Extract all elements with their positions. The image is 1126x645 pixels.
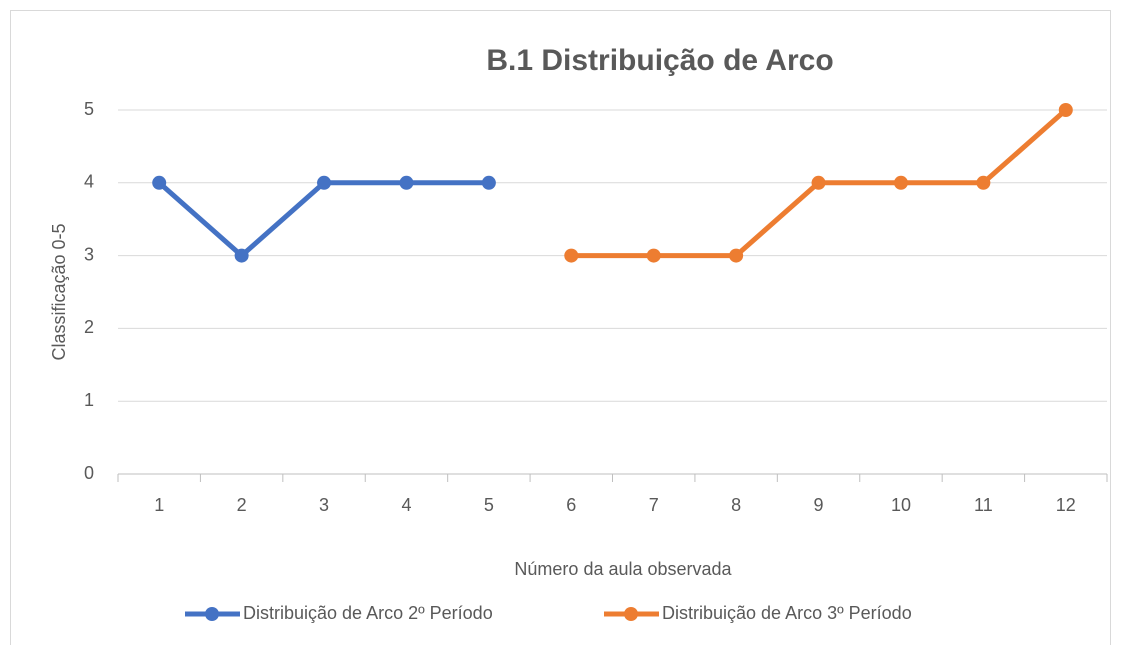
- legend-label: Distribuição de Arco 3º Período: [662, 603, 912, 623]
- data-point: [811, 175, 826, 190]
- x-tick-label: 3: [319, 495, 329, 515]
- x-tick-label: 9: [814, 495, 824, 515]
- data-point: [1058, 103, 1073, 117]
- x-tick-label: 4: [401, 495, 411, 515]
- y-tick-label: 2: [84, 317, 94, 337]
- x-tick-label: 8: [731, 495, 741, 515]
- data-point: [646, 248, 661, 263]
- y-tick-label: 4: [84, 172, 94, 192]
- data-point: [564, 248, 579, 263]
- data-point: [399, 175, 414, 190]
- data-point: [317, 175, 332, 190]
- data-point: [234, 248, 249, 263]
- data-point: [729, 248, 744, 263]
- x-tick-label: 11: [974, 495, 993, 515]
- x-tick-label: 7: [649, 495, 659, 515]
- x-tick-label: 5: [484, 495, 494, 515]
- data-point: [481, 175, 496, 190]
- x-tick-label: 1: [154, 495, 164, 515]
- x-tick-label: 2: [237, 495, 247, 515]
- data-point: [152, 175, 167, 190]
- data-point: [976, 175, 991, 190]
- y-tick-label: 0: [84, 463, 94, 483]
- chart-title: B.1 Distribuição de Arco: [486, 44, 833, 77]
- legend-marker: [624, 607, 638, 621]
- y-tick-label: 1: [84, 390, 94, 410]
- data-point: [893, 175, 908, 190]
- chart-frame: [10, 10, 1111, 645]
- x-tick-label: 6: [566, 495, 576, 515]
- x-axis-label: Número da aula observada: [514, 559, 732, 579]
- y-tick-label: 3: [84, 244, 94, 264]
- legend-marker: [205, 607, 219, 621]
- y-tick-label: 5: [84, 99, 94, 119]
- x-tick-label: 10: [891, 495, 911, 515]
- legend-label: Distribuição de Arco 2º Período: [243, 603, 493, 623]
- y-axis-label: Classificação 0-5: [49, 223, 69, 360]
- x-tick-label: 12: [1056, 495, 1076, 515]
